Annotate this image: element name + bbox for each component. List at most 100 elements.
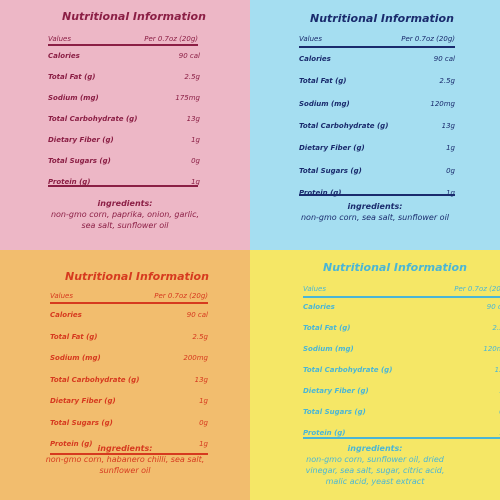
nutrient-value: 120mg [430,99,455,108]
ingredients-line: non-gmo corn, sea salt, sunflower oil [300,213,450,222]
table-header: Values Per 0.7oz (20g) [50,292,208,300]
nutrient-row: Total Sugars (g)0g [299,167,455,175]
nutrient-label: Total Fat (g) [299,77,347,86]
nutrient-value: 1g [199,440,208,448]
nutrient-label: Sodium (mg) [48,94,99,102]
nutrient-label: Sodium (mg) [299,99,350,108]
nutrient-value: 1g [191,136,200,144]
nutrient-label: Calories [303,303,335,311]
nutrient-label: Calories [48,52,80,60]
nutrient-value: 2.5g [492,324,500,332]
nutrient-value: 0g [199,418,208,427]
nutrient-row: Total Carbohydrate (g) 13g [50,376,208,384]
nutrient-value: 2.5g [439,77,455,86]
nutrient-value: 120mg [483,345,500,353]
header-divider [50,302,208,304]
nutrient-label: Total Carbohydrate (g) [50,375,140,384]
nutrient-row: Dietary Fiber (g)1g [303,387,500,395]
ingredients-line: non-gmo corn, sunflower oil, dried [306,455,444,464]
header-values-label: Values [48,35,71,43]
ingredients-line: sunflower oil [99,466,151,475]
nutrient-value: 200mg [183,354,208,362]
nutrient-row: Total Fat (g) 2.5g [50,333,208,341]
nutrient-label: Protein (g) [50,440,93,448]
nutrient-value: 1g [199,397,208,405]
nutrient-row: Dietary Fiber (g)1g [299,144,455,152]
nutrient-row: Calories 90 cal [303,303,500,311]
ingredients-title: ingredients: [97,444,153,453]
nutrient-row: Total Carbohydrate (g) 13g [48,115,200,123]
header-serving-label: Per 0.7oz (20g) [154,292,208,300]
nutrient-row: Protein (g) 1g [48,178,200,186]
nutrient-row: Calories 90 cal [48,52,200,60]
nutrient-value: 1g [191,178,200,186]
ingredients-block: ingredients: non-gmo corn, sunflower oil,… [250,443,500,487]
nutrient-label: Total Sugars (g) [303,408,366,416]
nutrient-row: Sodium (mg) 120mg [303,345,500,353]
nutrient-value: 90 cal [433,55,455,63]
nutrient-row: Dietary Fiber (g)1g [50,397,208,405]
table-bottom-divider [299,194,455,196]
ingredients-line: malic acid, yeast extract [325,477,425,486]
header-serving-label: Per 0.7oz (20g) [454,285,500,293]
panel-sea-salt: Nutritional Information Values Per 0.7oz (… [250,0,500,250]
nutrient-row: Protein (g) 1g [50,440,208,448]
nutrient-label: Total Fat (g) [50,332,98,341]
ingredients-title: ingredients: [97,199,153,208]
table-bottom-divider [303,437,500,439]
nutrient-label: Protein (g) [48,178,91,186]
nutrient-row: Total Sugars (g)0g [303,408,500,416]
panel-salt-vinegar: Nutritional Information Values Per 0.7oz (… [250,250,500,500]
header-serving-label: Per 0.7oz (20g) [401,35,455,43]
nutrient-value: 13g [441,121,455,130]
nutrient-row: Total Carbohydrate (g) 13g [299,122,455,130]
panel-habanero: Nutritional Information Values Per 0.7oz (… [0,250,250,500]
ingredients-line: non-gmo corn, habanero chilli, sea salt, [45,455,205,464]
nutrient-row: Sodium (mg) 175mg [48,94,200,102]
nutrient-value: 90 cal [486,303,500,311]
nutrient-row: Sodium (mg) 120mg [299,100,455,108]
nutrient-label: Dietary Fiber (g) [303,387,369,395]
nutrient-row: Sodium (mg) 200mg [50,354,208,362]
nutrient-row: Protein (g) 1g [299,189,455,197]
header-serving-label: Per 0.7oz (20g) [144,35,198,43]
nutrient-value: 13g [194,375,208,384]
nutrient-value: 1g [446,188,455,197]
nutrient-value: 175mg [175,94,200,102]
nutrient-value: 90 cal [186,311,208,319]
panel-title: Nutritional Information [62,10,206,23]
nutrient-row: Total Carbohydrate (g) 13g [303,366,500,374]
ingredients-block: ingredients: non-gmo corn, habanero chill… [0,443,250,476]
nutrient-label: Total Carbohydrate (g) [303,366,393,374]
ingredients-line: sea salt, sunflower oil [81,221,169,230]
nutrient-row: Total Fat (g) 2.5g [303,324,500,332]
ingredients-title: ingredients: [347,444,403,453]
table-header: Values Per 0.7oz (20g) [48,35,198,43]
nutrient-label: Sodium (mg) [50,354,101,362]
ingredients-block: ingredients: non-gmo corn, sea salt, sunf… [250,201,500,223]
nutrient-row: Total Fat (g) 2.5g [48,73,200,81]
nutrient-label: Calories [50,311,82,319]
nutrient-label: Total Fat (g) [48,73,96,81]
nutrient-label: Total Carbohydrate (g) [299,121,389,130]
nutrient-label: Total Sugars (g) [299,166,362,175]
nutrient-row: Total Sugars (g)0g [48,157,200,165]
nutrient-label: Total Sugars (g) [50,418,113,427]
header-values-label: Values [50,292,73,300]
ingredients-line: vinegar, sea salt, sugar, citric acid, [305,466,445,475]
header-values-label: Values [303,285,326,293]
nutrient-label: Protein (g) [303,429,346,437]
nutrient-label: Sodium (mg) [303,345,354,353]
header-divider [48,44,198,46]
nutrient-value: 13g [186,115,200,123]
header-values-label: Values [299,35,322,43]
nutrient-value: 13g [494,366,500,374]
panel-title: Nutritional Information [323,261,467,274]
nutrient-row: Calories 90 cal [50,311,208,319]
nutrient-label: Total Fat (g) [303,324,351,332]
ingredients-line: non-gmo corn, paprika, onion, garlic, [50,210,200,219]
panel-chile-lime: Nutritional Information Values Per 0.7oz (… [0,0,250,250]
panel-title: Nutritional Information [310,12,454,25]
nutrient-row: Total Fat (g) 2.5g [299,77,455,85]
